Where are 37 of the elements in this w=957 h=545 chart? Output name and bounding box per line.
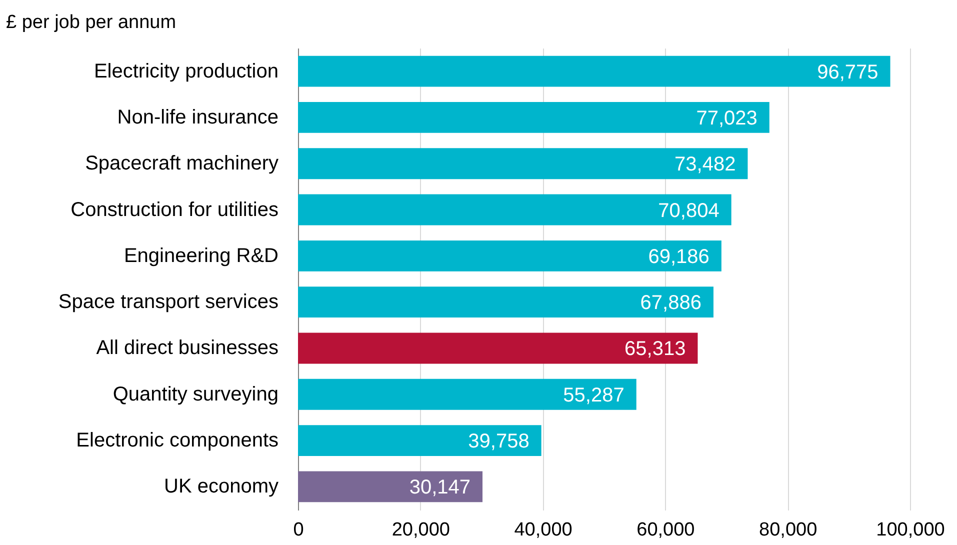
data-label: 65,313	[624, 338, 686, 360]
data-label: 70,804	[658, 200, 720, 222]
bar	[298, 194, 732, 226]
bar	[298, 56, 890, 87]
data-label: 96,775	[817, 61, 878, 84]
data-label: 73,482	[674, 154, 736, 176]
data-label: 67,886	[640, 292, 702, 314]
bar	[298, 332, 698, 364]
data-label: 69,186	[648, 246, 710, 268]
y-tick-label: Spacecraft machinery	[85, 152, 278, 175]
text: £ per job per annum	[6, 12, 176, 33]
data-label: 55,287	[563, 384, 624, 406]
x-tick-label: 100,000	[876, 520, 945, 540]
y-tick-label: Construction for utilities	[70, 198, 278, 221]
bar	[298, 378, 636, 410]
x-tick-label: 80,000	[759, 520, 818, 540]
x-tick-label: 60,000	[636, 520, 695, 540]
y-tick-label: Non-life insurance	[117, 106, 278, 128]
bar	[298, 471, 482, 502]
y-tick-label: Electronic components	[76, 430, 278, 452]
bar	[298, 102, 770, 133]
bar	[298, 240, 722, 272]
bar	[298, 425, 542, 456]
y-tick-label: UK economy	[164, 476, 278, 498]
bar	[298, 286, 714, 318]
x-tick-label: 20,000	[392, 520, 450, 540]
data-label: 30,147	[409, 476, 470, 499]
x-tick-label: 40,000	[514, 520, 572, 540]
y-tick-label: Space transport services	[58, 291, 278, 314]
data-label: 77,023	[696, 107, 758, 130]
y-tick-label: Electricity production	[94, 60, 278, 82]
y-tick-label: Engineering R&D	[124, 244, 278, 267]
y-tick-label: Quantity surveying	[112, 383, 278, 406]
y-tick-label: All direct businesses	[96, 337, 278, 360]
x-tick-label: 0	[293, 520, 304, 540]
data-label: 39,758	[468, 430, 530, 453]
bar	[298, 148, 748, 180]
